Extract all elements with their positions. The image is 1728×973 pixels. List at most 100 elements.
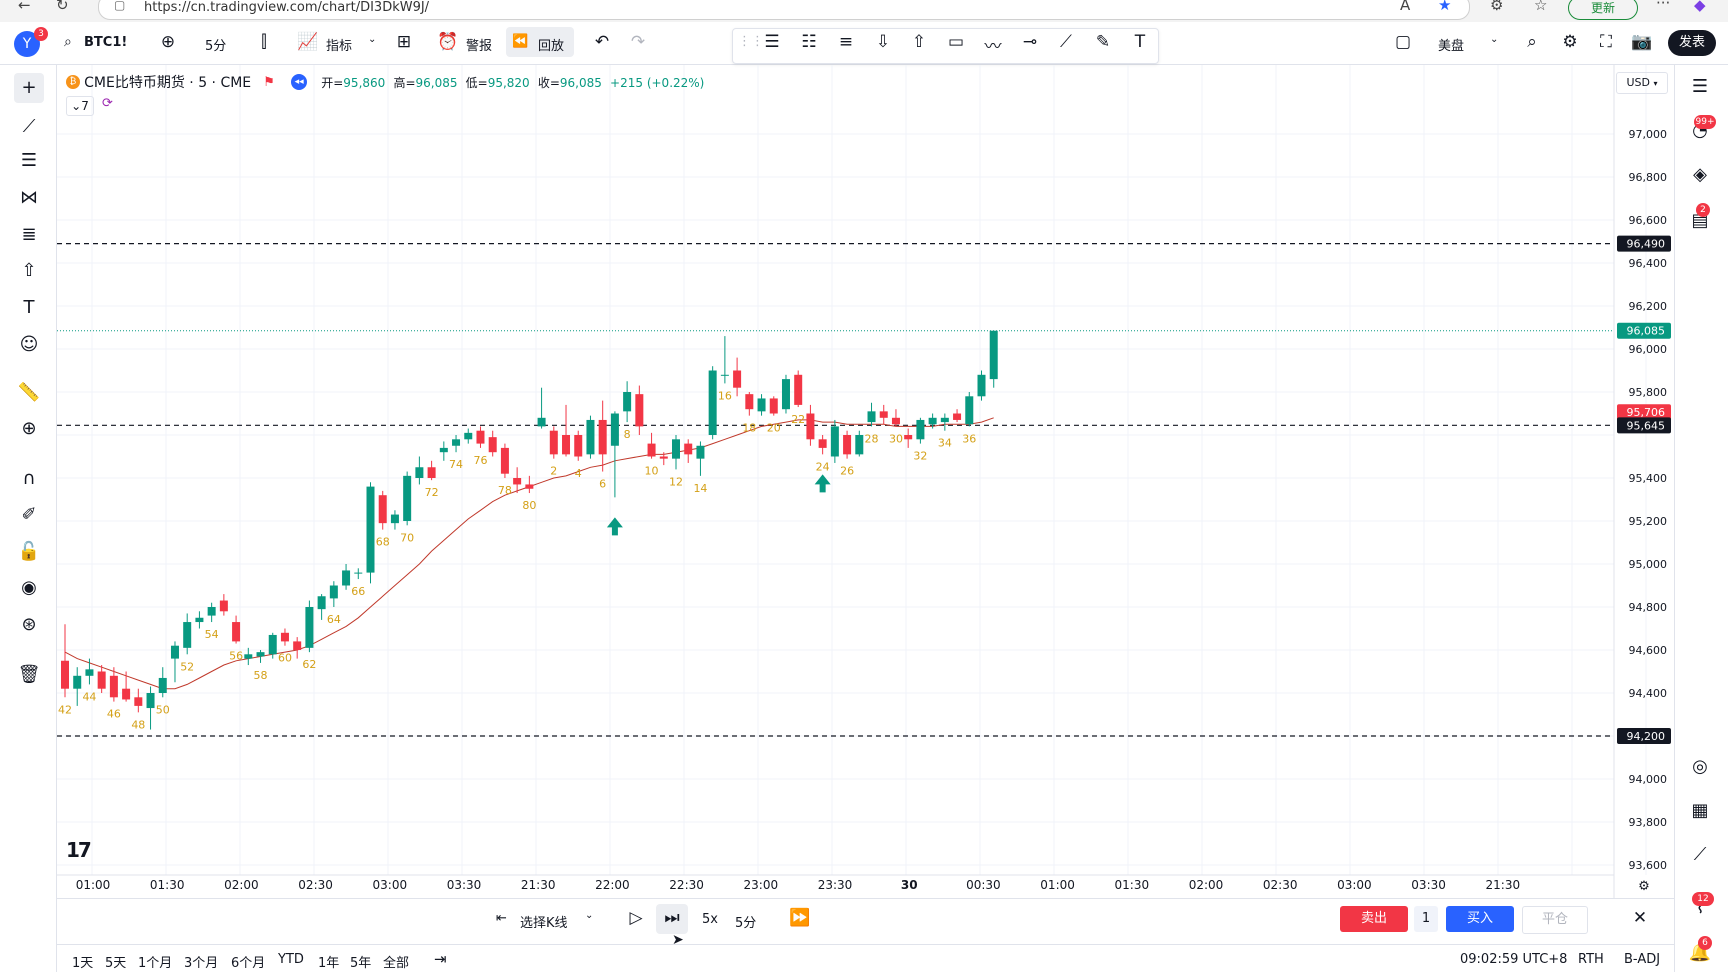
trend-line-tool-icon[interactable]: ⟋	[22, 116, 36, 137]
select-bar-icon[interactable]: ⇤	[496, 911, 507, 926]
browser-update-button[interactable]: 更新	[1568, 0, 1638, 20]
session-chevron-icon[interactable]: ⌄	[1490, 34, 1499, 45]
settings-gear-icon[interactable]: ⚙	[1562, 32, 1578, 52]
copilot-icon[interactable]: ◆	[1694, 0, 1706, 14]
trash-icon[interactable]: 🗑	[17, 664, 41, 685]
arrow-down-marker-icon[interactable]: ⇩	[875, 32, 891, 52]
range-ytd[interactable]: YTD	[278, 952, 304, 967]
target-icon[interactable]: ◎	[1692, 756, 1708, 777]
brush-icon[interactable]: ✎	[1095, 32, 1111, 52]
visibility-eye-icon[interactable]: ◉	[21, 577, 37, 598]
lock-icon[interactable]: 🔓	[17, 541, 41, 562]
indicator-templates-chevron-icon[interactable]: ⌄	[368, 34, 377, 45]
fib-retracement-icon[interactable]: ☰	[764, 32, 780, 52]
more-icon[interactable]: ···	[1656, 0, 1671, 12]
zoom-in-icon[interactable]: ⊕	[21, 418, 37, 439]
layout-grid-icon[interactable]: ⊞	[396, 32, 412, 52]
lock-pencil-icon[interactable]: ✐	[21, 504, 37, 525]
favorite-star-icon[interactable]: ★	[1438, 0, 1452, 14]
horizontal-lines-icon[interactable]: ☰	[20, 150, 38, 171]
read-aloud-icon[interactable]: A	[1400, 0, 1411, 14]
alert-clock-icon[interactable]: ⏰	[437, 32, 459, 52]
search-icon[interactable]: ⌕	[64, 34, 72, 50]
layers-icon[interactable]: ◈	[1693, 164, 1707, 185]
globe-icon[interactable]: ⊛	[21, 614, 37, 635]
session-selector[interactable]: 美盘	[1438, 39, 1465, 54]
rectangle-icon[interactable]: ▭	[947, 32, 965, 52]
clock-timezone[interactable]: 09:02:59 UTC+8	[1460, 952, 1568, 967]
step-forward-button[interactable]	[656, 904, 688, 934]
compare-add-icon[interactable]: ⊕	[160, 32, 176, 52]
line-chart-icon[interactable]: ⟋	[1693, 844, 1707, 865]
buy-button[interactable]: 买入	[1446, 906, 1514, 932]
extensions-icon[interactable]: ⚙	[1490, 0, 1504, 14]
symbol-search[interactable]: BTC1!	[84, 35, 128, 50]
collections-icon[interactable]: ☆	[1534, 0, 1548, 14]
undo-icon[interactable]: ↶	[594, 32, 610, 52]
flag-icon[interactable]: ⚑	[263, 74, 275, 90]
redo-icon[interactable]: ↷	[630, 32, 646, 52]
url-text[interactable]: https://cn.tradingview.com/chart/DI3DkW9…	[144, 0, 430, 15]
tradingview-logo[interactable]: 17	[66, 838, 92, 862]
horizontal-ray-icon[interactable]: ⊸	[1022, 32, 1038, 52]
close-position-button[interactable]: 平仓	[1522, 906, 1588, 934]
range-1y[interactable]: 1年	[318, 956, 340, 971]
range-1d[interactable]: 1天	[72, 956, 94, 971]
interval-selector[interactable]: 5分	[205, 39, 227, 54]
range-6m[interactable]: 6个月	[231, 956, 266, 971]
symbol-title[interactable]: CME比特币期货 · 5 · CME	[84, 75, 252, 91]
sync-icon[interactable]: ⟳	[102, 96, 113, 111]
arrow-up-marker-icon[interactable]: ⇧	[911, 32, 927, 52]
jump-to-realtime-icon[interactable]: ⏩	[789, 908, 811, 928]
site-info-icon[interactable]: ▢	[114, 0, 126, 12]
replay-speed[interactable]: 5x	[702, 912, 718, 927]
news-feed-icon[interactable]: ⌇	[1695, 897, 1705, 918]
emoji-icon[interactable]: ☺	[19, 334, 39, 355]
range-3m[interactable]: 3个月	[184, 956, 219, 971]
pattern-tool-icon[interactable]: ⋈	[20, 187, 38, 208]
parallel-channel-icon[interactable]: ☷	[801, 32, 817, 52]
text-tool-icon[interactable]: T	[1134, 32, 1146, 52]
indicators-toggle[interactable]: ⌄7	[66, 96, 94, 116]
goto-date-icon[interactable]: ⇥	[434, 950, 447, 968]
address-bar[interactable]	[98, 0, 1470, 20]
text-annotation-icon[interactable]: T	[23, 297, 35, 318]
replay-button[interactable]	[506, 27, 574, 57]
ruler-icon[interactable]: 📏	[17, 382, 41, 403]
reload-icon[interactable]: ↻	[56, 0, 69, 14]
range-all[interactable]: 全部	[383, 956, 410, 971]
fullscreen-icon[interactable]: ⛶	[1600, 32, 1612, 52]
play-icon[interactable]: ▷	[629, 908, 643, 928]
arrow-marker-tool-icon[interactable]: ⇧	[21, 260, 37, 281]
replay-interval[interactable]: 5分	[735, 916, 757, 931]
quantity-field[interactable]: 1	[1414, 906, 1438, 932]
select-bar-button[interactable]: 选择K线	[520, 916, 568, 931]
back-icon[interactable]: ←	[18, 0, 31, 14]
trend-line-icon[interactable]: ⟋	[1060, 32, 1072, 52]
path-icon[interactable]: 〰	[984, 37, 1002, 57]
fib-tool-icon[interactable]: ≣	[21, 224, 37, 245]
indicators-button[interactable]: 指标	[326, 39, 353, 54]
candle-type-icon[interactable]: ⫿	[261, 32, 267, 52]
calendar-icon[interactable]: ▦	[1691, 800, 1709, 821]
indicators-icon[interactable]: 📈	[297, 32, 319, 52]
session-rth[interactable]: RTH	[1578, 952, 1604, 967]
snapshot-camera-icon[interactable]: 📷	[1631, 32, 1653, 52]
crosshair-icon[interactable]: +	[14, 73, 44, 103]
layout-square-icon[interactable]: ▢	[1394, 32, 1412, 52]
range-5d[interactable]: 5天	[105, 956, 127, 971]
watchlist-icon[interactable]: ☰	[1691, 76, 1709, 97]
sell-button[interactable]: 卖出	[1340, 906, 1408, 932]
close-replay-icon[interactable]: ✕	[1632, 908, 1648, 928]
range-5y[interactable]: 5年	[350, 956, 372, 971]
back-adjust[interactable]: B-ADJ	[1624, 952, 1661, 967]
quick-search-icon[interactable]: ⌕	[1527, 32, 1537, 52]
alert-button[interactable]: 警报	[466, 39, 493, 54]
range-1m[interactable]: 1个月	[138, 956, 173, 971]
select-bar-chevron-icon[interactable]: ⌄	[585, 910, 594, 921]
drag-handle-icon[interactable]: ⋮⋮	[738, 34, 764, 49]
pitchfork-icon[interactable]: ≡	[838, 32, 854, 52]
magnet-icon[interactable]: ∩	[22, 468, 36, 489]
currency-selector[interactable]: USD ▾	[1616, 72, 1668, 94]
